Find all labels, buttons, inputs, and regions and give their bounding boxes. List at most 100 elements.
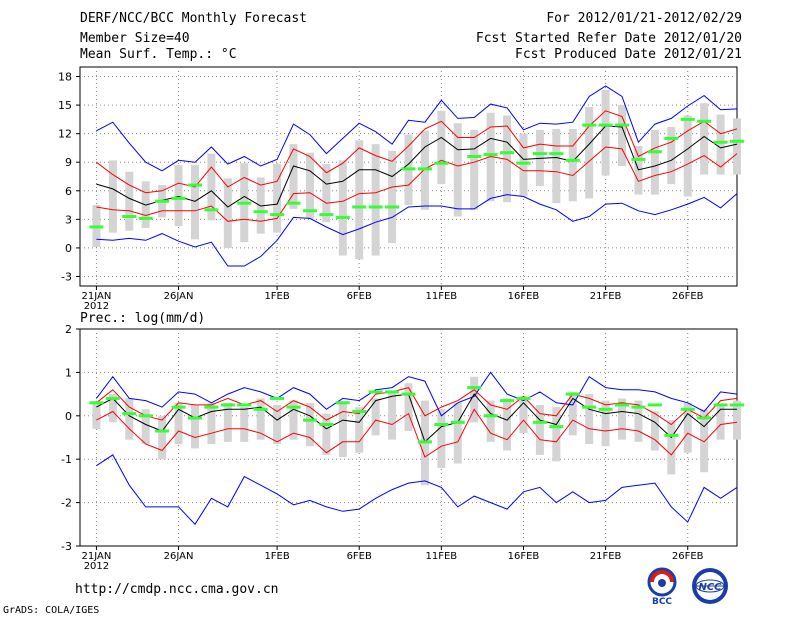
temperature-box [453,123,462,217]
temperature-box [355,140,364,260]
precipitation-xtick-label: 6FEB [347,551,372,562]
temperature-ytick-label: 12 [58,128,72,141]
temperature-p10-line [96,146,738,222]
precipitation-box [388,391,397,440]
temperature-xtick-label: 26JAN [164,291,194,302]
temperature-ytick-label: 3 [65,213,72,226]
precipitation-ytick-label: -2 [61,497,72,510]
precipitation-upper-line [96,371,738,417]
precipitation-box [158,415,167,460]
precipitation-box [92,402,101,429]
precipitation-box [174,402,183,445]
temperature-lower-line [96,193,738,267]
temperature-box [568,128,577,202]
precipitation-box [650,411,659,451]
precipitation-ytick-label: 1 [65,366,72,379]
precipitation-ytick-label: 0 [65,410,72,423]
precipitation-box [338,402,347,458]
temperature-box [650,129,659,195]
precipitation-box [322,413,331,455]
temperature-box [338,160,347,256]
precipitation-box [190,404,199,449]
precipitation-box [355,407,364,453]
temperature-ytick-label: 9 [65,156,72,169]
precipitation-box [716,404,725,440]
temperature-xtick-label: 6FEB [347,291,372,302]
precipitation-box [552,407,561,462]
precipitation-variable-label: Prec.: log(mm/d) [80,311,206,326]
precipitation-box [289,400,298,440]
precipitation-box [618,398,627,440]
precipitation-box [273,404,282,445]
precipitation-p90-line [96,387,738,426]
precipitation-xtick-label: 1FEB [264,551,289,562]
precipitation-box [256,398,265,440]
bcc-logo-icon: BCC [647,567,677,606]
temperature-box [585,106,594,199]
temperature-box [388,150,397,244]
precipitation-lower-line [96,454,738,526]
precipitation-box [667,420,676,475]
temperature-box [634,146,643,195]
precipitation-box [683,402,692,453]
temperature-box [108,160,117,233]
precipitation-box [108,394,117,423]
precipitation-box [503,398,512,451]
temperature-box [683,115,692,197]
precipitation-xtick-label: 26FEB [672,551,704,562]
precipitation-ytick-label: -3 [61,540,72,553]
temperature-box [716,114,725,175]
precipitation-ytick-label: 2 [65,323,72,336]
temperature-box [618,105,627,167]
precipitation-box [470,376,479,423]
forecast-started-date: Fcst Started Refer Date 2012/01/20 [475,31,742,46]
precipitation-box [437,409,446,468]
temperature-xtick-label: 21FEB [590,291,622,302]
precipitation-box [519,396,528,434]
forecast-period: For 2012/01/21-2012/02/29 [546,11,742,26]
precipitation-xtick-year: 2012 [84,561,109,572]
source-url[interactable]: http://cmdp.ncc.cma.gov.cn [75,582,279,597]
temperature-box [371,144,380,256]
temperature-box [223,178,232,248]
temperature-box [700,103,709,175]
temperature-frame [79,66,738,287]
temperature-xtick-year: 2012 [84,301,109,312]
precipitation-box [453,402,462,464]
precipitation-xtick-label: 21FEB [590,551,622,562]
precipitation-box [240,407,249,442]
ncc-logo-text: NCC [698,582,722,593]
precipitation-ytick-label: -1 [61,453,72,466]
temperature-ytick-label: 6 [65,185,72,198]
temperature-ytick-label: -3 [61,270,72,283]
temperature-p90-line [96,110,738,194]
grads-credit: GrADS: COLA/IGES [3,605,100,616]
temperature-box [174,165,183,227]
temperature-xtick-label: 1FEB [264,291,289,302]
precipitation-median-line [96,393,737,443]
temperature-box [437,110,446,185]
temperature-variable-label: Mean Surf. Temp.: °C [80,47,237,62]
temperature-ytick-label: 18 [58,71,72,84]
precipitation-xtick-label: 21JAN [82,551,112,562]
precipitation-box [568,391,577,436]
temperature-ytick-label: 0 [65,242,72,255]
precipitation-box [733,400,741,440]
forecast-produced-date: Fcst Produced Date 2012/01/21 [515,47,742,62]
temperature-xtick-label: 26FEB [672,291,704,302]
precipitation-box [223,402,232,442]
temperature-box [207,153,216,221]
temperature-upper-line [96,85,738,172]
precipitation-box [207,402,216,445]
precipitation-box [125,398,134,440]
precipitation-box [634,400,643,442]
member-size: Member Size=40 [80,31,190,46]
precipitation-box [585,394,594,445]
precipitation-box [371,398,380,436]
temperature-box [552,128,561,204]
temperature-xtick-label: 11FEB [426,291,458,302]
chart-title: DERF/NCC/BCC Monthly Forecast [80,11,307,26]
temperature-xtick-label: 21JAN [82,291,112,302]
